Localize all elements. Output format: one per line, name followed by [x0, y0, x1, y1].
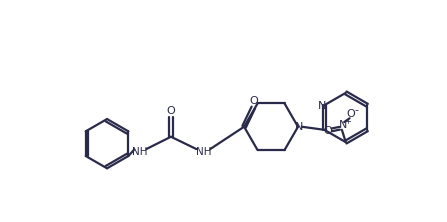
Text: O: O: [324, 126, 333, 136]
Text: N: N: [338, 120, 347, 130]
Text: N: N: [295, 122, 303, 132]
Text: N: N: [318, 101, 326, 111]
Text: NH: NH: [195, 147, 211, 157]
Text: +: +: [344, 117, 351, 126]
Text: O: O: [250, 96, 258, 106]
Text: NH: NH: [131, 147, 147, 157]
Text: O: O: [167, 106, 175, 116]
Text: -: -: [354, 106, 358, 116]
Text: O: O: [347, 109, 355, 119]
